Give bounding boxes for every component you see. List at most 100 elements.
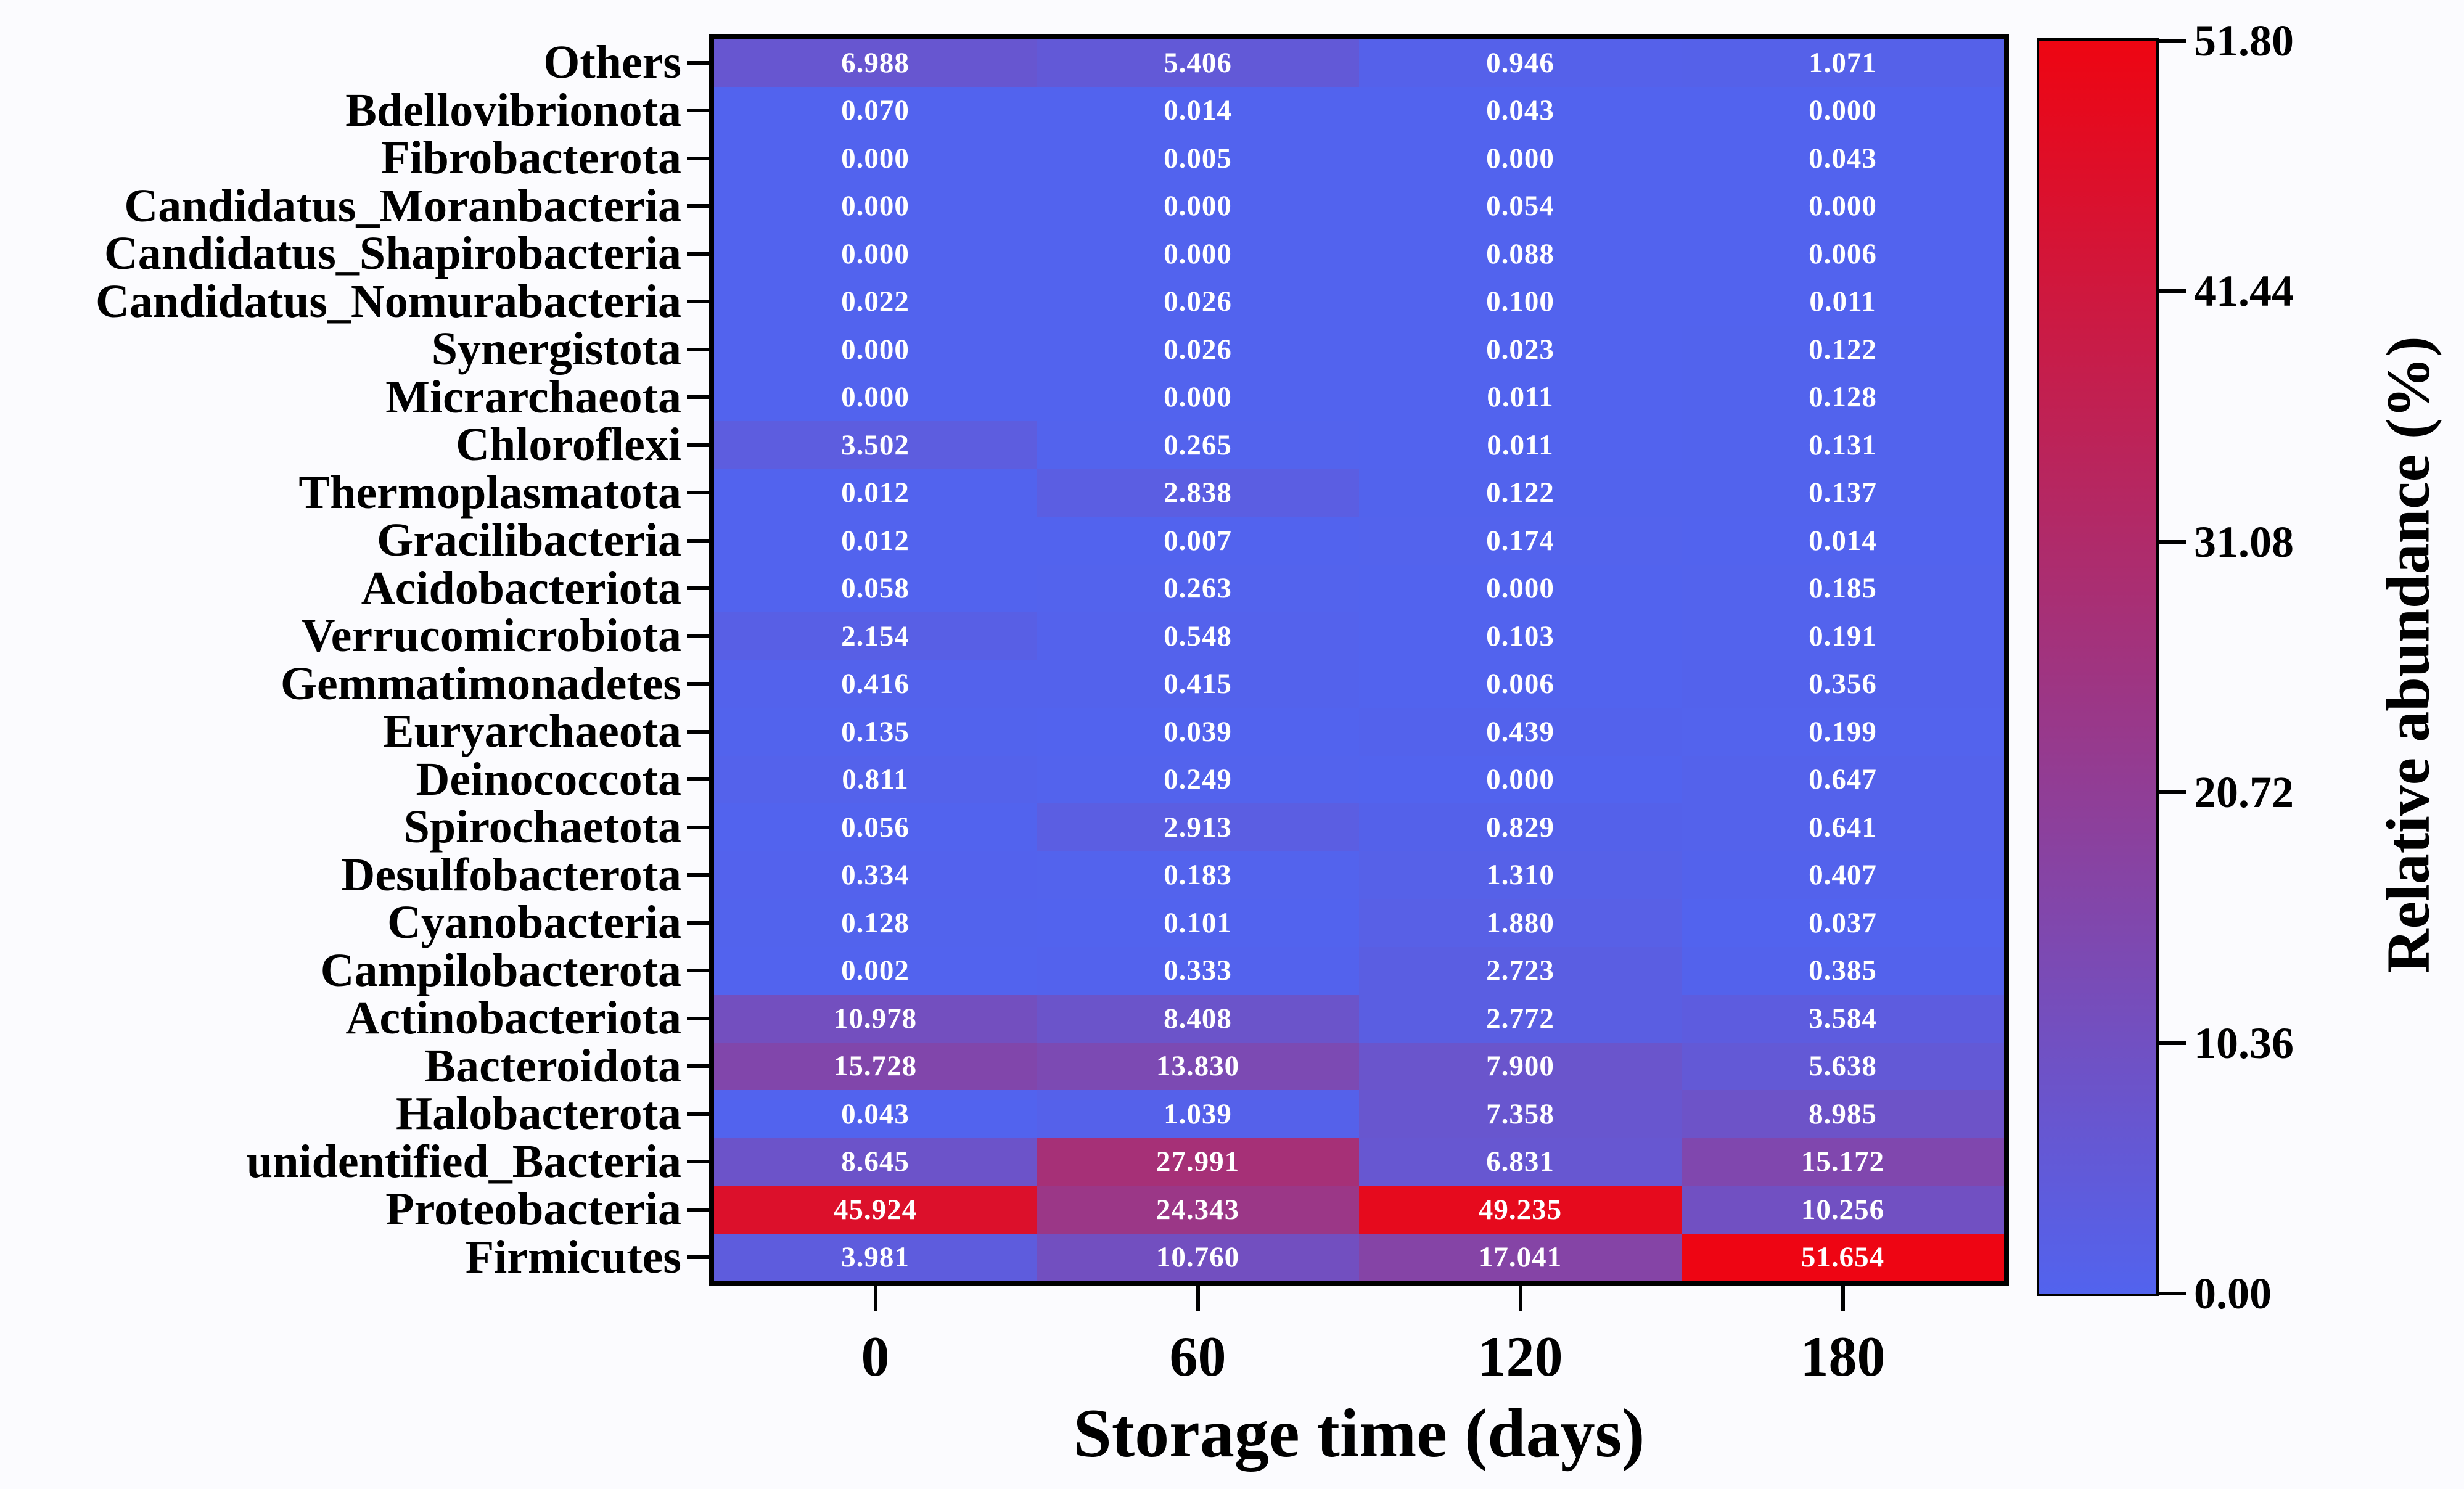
- heatmap-cell: 0.000: [714, 230, 1037, 278]
- heatmap-cell: 2.723: [1359, 946, 1682, 995]
- row-label: Deinococcota: [416, 753, 681, 805]
- heatmap-cell: 0.014: [1682, 517, 2004, 565]
- y-axis-tick: [687, 873, 709, 877]
- heatmap-cell: 17.041: [1359, 1233, 1682, 1281]
- heatmap-cell: 0.334: [714, 851, 1037, 899]
- colorbar-tick: [2159, 1041, 2186, 1045]
- heatmap-cell: 13.830: [1037, 1042, 1359, 1090]
- heatmap-cell: 7.358: [1359, 1090, 1682, 1138]
- heatmap-cell: 0.054: [1359, 182, 1682, 230]
- y-axis-tick: [687, 538, 709, 543]
- heatmap-cell: 10.978: [714, 995, 1037, 1043]
- row-label: Gracilibacteria: [377, 514, 681, 566]
- row-label: Synergistota: [431, 323, 681, 375]
- heatmap-cell: 6.988: [714, 39, 1037, 87]
- x-axis-tick-label: 120: [1477, 1325, 1563, 1388]
- heatmap-cell: 2.154: [714, 612, 1037, 660]
- heatmap-cell: 8.408: [1037, 995, 1359, 1043]
- heatmap-cell: 0.026: [1037, 326, 1359, 374]
- heatmap-cell: 0.043: [1682, 134, 2004, 183]
- heatmap-cell: 0.000: [714, 182, 1037, 230]
- heatmap-cell: 0.135: [714, 708, 1037, 756]
- heatmap-cell: 0.043: [714, 1090, 1037, 1138]
- row-label: Acidobacteriota: [361, 562, 681, 614]
- heatmap-cell: 0.548: [1037, 612, 1359, 660]
- heatmap-cell: 10.256: [1682, 1186, 2004, 1234]
- heatmap-cell: 3.981: [714, 1233, 1037, 1281]
- y-axis-tick: [687, 586, 709, 591]
- row-label: Desulfobacterota: [341, 848, 681, 901]
- heatmap-cell: 15.172: [1682, 1138, 2004, 1186]
- heatmap-cell: 0.131: [1682, 421, 2004, 469]
- colorbar-tick: [2159, 539, 2186, 544]
- heatmap-cell: 15.728: [714, 1042, 1037, 1090]
- y-axis-tick: [687, 1112, 709, 1116]
- heatmap-cell: 27.991: [1037, 1138, 1359, 1186]
- heatmap-cell: 0.128: [714, 899, 1037, 947]
- heatmap-cell: 3.584: [1682, 995, 2004, 1043]
- x-axis-tick: [873, 1286, 877, 1311]
- heatmap-cell: 1.039: [1037, 1090, 1359, 1138]
- heatmap-cell: 0.946: [1359, 39, 1682, 87]
- y-axis-tick: [687, 491, 709, 495]
- y-axis-tick: [687, 300, 709, 304]
- y-axis-tick: [687, 1255, 709, 1260]
- heatmap-cell: 51.654: [1682, 1233, 2004, 1281]
- heatmap-cell: 0.333: [1037, 946, 1359, 995]
- heatmap-cell: 0.137: [1682, 469, 2004, 517]
- heatmap-cell: 0.000: [714, 134, 1037, 183]
- heatmap-cell: 0.088: [1359, 230, 1682, 278]
- y-axis-tick: [687, 1160, 709, 1164]
- row-label: Euryarchaeota: [382, 705, 681, 757]
- y-axis-tick: [687, 729, 709, 734]
- colorbar-gradient: [2037, 38, 2159, 1296]
- heatmap-cell: 0.199: [1682, 708, 2004, 756]
- colorbar-tick-label: 41.44: [2194, 266, 2294, 316]
- heatmap-cell: 0.011: [1359, 421, 1682, 469]
- row-label: Chloroflexi: [456, 419, 681, 470]
- heatmap-cell: 0.000: [1359, 755, 1682, 803]
- y-axis-tick: [687, 156, 709, 160]
- row-label: Bdellovibrionota: [345, 84, 681, 136]
- row-label: Campilobacterota: [320, 944, 681, 996]
- heatmap-cell: 0.037: [1682, 899, 2004, 947]
- heatmap-cell: 0.011: [1359, 373, 1682, 421]
- heatmap-cell: 0.416: [714, 660, 1037, 708]
- heatmap-cell: 0.000: [714, 373, 1037, 421]
- heatmap-cell: 0.439: [1359, 708, 1682, 756]
- colorbar-tick: [2159, 1292, 2186, 1295]
- row-label: Firmicutes: [465, 1231, 681, 1283]
- heatmap-cell: 45.924: [714, 1186, 1037, 1234]
- heatmap-cell: 0.407: [1682, 851, 2004, 899]
- heatmap-cell: 0.265: [1037, 421, 1359, 469]
- heatmap-cell: 0.058: [714, 564, 1037, 612]
- heatmap-cell: 0.022: [714, 277, 1037, 326]
- heatmap-cell: 0.002: [714, 946, 1037, 995]
- heatmap-cell: 8.985: [1682, 1090, 2004, 1138]
- row-label: Micrarchaeota: [385, 371, 681, 423]
- y-axis-tick: [687, 825, 709, 829]
- row-label: Others: [543, 36, 681, 88]
- heatmap-cell: 5.406: [1037, 39, 1359, 87]
- heatmap-cell: 0.000: [714, 326, 1037, 374]
- heatmap-cell: 0.005: [1037, 134, 1359, 183]
- y-axis-tick: [687, 777, 709, 782]
- y-axis-tick: [687, 682, 709, 686]
- heatmap-cell: 0.103: [1359, 612, 1682, 660]
- row-label: Candidatus_Moranbacteria: [124, 179, 681, 232]
- y-axis-tick: [687, 347, 709, 351]
- heatmap-cell: 0.014: [1037, 86, 1359, 134]
- heatmap-cell: 0.101: [1037, 899, 1359, 947]
- heatmap-cell: 0.026: [1037, 277, 1359, 326]
- x-axis-tick: [1841, 1286, 1845, 1311]
- heatmap-cell: 0.122: [1682, 326, 2004, 374]
- heatmap-cell: 1.071: [1682, 39, 2004, 87]
- y-axis-tick: [687, 109, 709, 113]
- row-label: Thermoplasmatota: [298, 466, 681, 519]
- heatmap-cell: 0.647: [1682, 755, 2004, 803]
- colorbar-tick: [2159, 289, 2186, 293]
- row-label: unidentified_Bacteria: [246, 1135, 681, 1188]
- heatmap-cell: 0.007: [1037, 517, 1359, 565]
- heatmap-cell: 0.185: [1682, 564, 2004, 612]
- y-axis-tick: [687, 60, 709, 65]
